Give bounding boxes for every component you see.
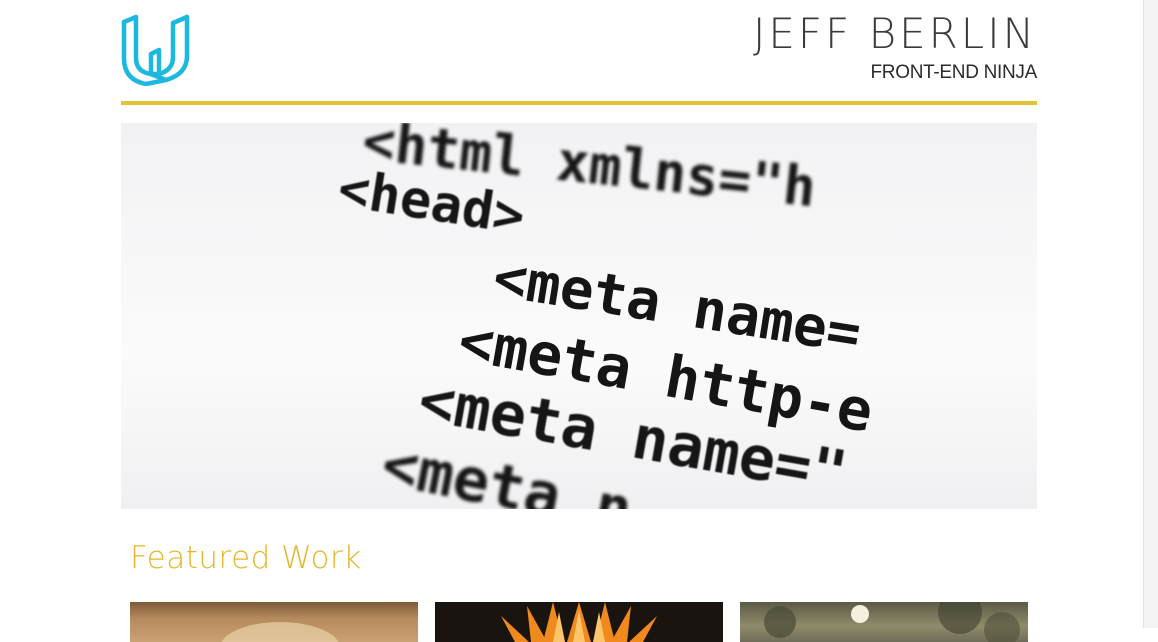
site-owner-name: JEFF BERLIN <box>752 9 1037 58</box>
hero-image: <html xmlns="h <head> <meta name= <meta … <box>121 123 1037 509</box>
featured-thumbnail-3[interactable] <box>740 602 1028 642</box>
featured-thumbnail-2[interactable] <box>435 602 723 642</box>
site-header: JEFF BERLIN FRONT-END NINJA <box>121 0 1037 101</box>
title-block: JEFF BERLIN FRONT-END NINJA <box>753 10 1037 84</box>
site-owner-role: FRONT-END NINJA <box>870 62 1037 83</box>
featured-thumbnail-1[interactable] <box>130 602 418 642</box>
scrollbar-track[interactable] <box>1143 0 1158 628</box>
featured-work-heading: Featured Work <box>130 540 362 576</box>
header-divider <box>121 101 1037 105</box>
page-container: JEFF BERLIN FRONT-END NINJA <html xmlns=… <box>121 0 1037 642</box>
udacity-logo-icon[interactable] <box>121 14 191 87</box>
